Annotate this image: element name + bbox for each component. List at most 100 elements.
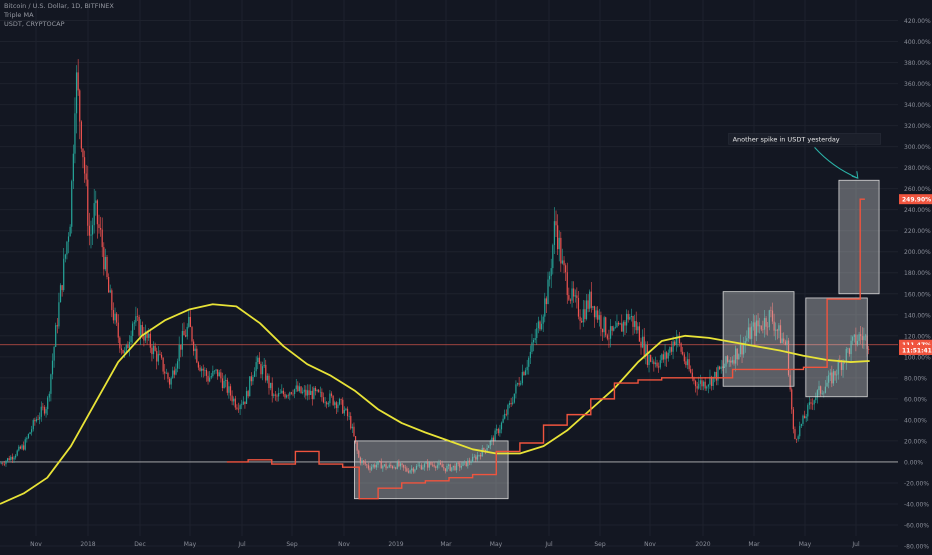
candle: [797, 436, 799, 440]
candle: [303, 389, 305, 392]
candle: [544, 298, 546, 317]
candle: [401, 463, 403, 465]
x-tick-label: Nov: [644, 541, 656, 548]
candle: [431, 464, 434, 466]
candle: [574, 295, 576, 297]
candle: [338, 399, 341, 405]
y-tick-label: 80.00%: [904, 375, 927, 382]
candle: [723, 366, 725, 368]
candle: [529, 351, 531, 358]
candle: [55, 325, 57, 347]
candle: [42, 406, 44, 408]
candle: [310, 390, 312, 395]
candle: [521, 372, 523, 384]
candle: [800, 423, 802, 426]
candle: [210, 376, 212, 378]
candle: [37, 419, 39, 420]
candle: [415, 465, 418, 470]
candle: [10, 456, 12, 461]
y-tick-label: 0.00%: [904, 459, 923, 466]
candle: [770, 310, 772, 311]
candle: [297, 385, 299, 392]
candle: [717, 366, 719, 381]
candle: [82, 148, 84, 158]
candle: [436, 465, 438, 468]
candle: [459, 463, 461, 468]
candle: [308, 390, 310, 395]
candle: [403, 464, 405, 468]
candle: [425, 462, 427, 464]
candle: [593, 306, 596, 318]
candle: [614, 327, 616, 329]
candle: [826, 382, 828, 387]
candle: [239, 405, 241, 410]
candle: [577, 297, 580, 317]
compare-symbol-label[interactable]: USDT, CRYPTOCAP: [4, 20, 65, 28]
candle: [133, 322, 135, 324]
price-badge: [899, 344, 932, 355]
candle: [170, 378, 172, 385]
candle: [768, 310, 770, 328]
candle: [771, 310, 774, 322]
candle: [832, 371, 835, 384]
candle: [103, 247, 105, 270]
candle: [172, 370, 174, 379]
candle: [608, 338, 610, 340]
candle: [823, 392, 825, 394]
candle: [674, 341, 676, 346]
candle: [507, 404, 509, 415]
candle: [31, 429, 33, 433]
candle: [258, 357, 260, 365]
candle: [441, 464, 443, 468]
candle: [282, 390, 285, 395]
candle: [23, 445, 25, 450]
x-tick-label: Jul: [544, 541, 553, 548]
x-tick-label: 2020: [695, 541, 710, 548]
candle: [273, 394, 275, 396]
candle: [334, 402, 336, 405]
candle: [255, 362, 257, 372]
candle: [148, 333, 150, 338]
candle: [635, 321, 637, 331]
candle: [512, 402, 514, 404]
candle: [313, 387, 315, 400]
candle: [281, 390, 283, 394]
candle: [868, 348, 870, 350]
y-tick-label: 160.00%: [904, 291, 931, 298]
candle: [563, 260, 565, 266]
candle: [757, 320, 759, 327]
candle: [553, 221, 556, 246]
y-tick-label: 420.00%: [904, 18, 931, 25]
candle: [850, 340, 852, 355]
candle: [640, 341, 642, 348]
candle: [104, 257, 107, 270]
candle: [2, 463, 4, 465]
symbol-title[interactable]: Bitcoin / U.S. Dollar, 1D, BITFINEX: [4, 2, 114, 10]
candle: [481, 448, 483, 457]
candle: [664, 352, 666, 360]
candle: [404, 467, 406, 469]
candle: [314, 387, 317, 392]
candle: [452, 465, 454, 468]
candle: [598, 315, 600, 320]
candle: [675, 338, 677, 346]
candle: [27, 434, 30, 439]
candle: [112, 310, 115, 321]
candle: [13, 457, 15, 460]
candle: [776, 329, 778, 331]
price-badge-label: 249.90%: [902, 197, 931, 204]
candle: [157, 353, 159, 362]
candle: [858, 334, 860, 341]
candle: [659, 360, 661, 368]
candle: [435, 466, 437, 468]
indicator-label[interactable]: Triple MA: [4, 11, 34, 19]
candle: [93, 203, 95, 226]
candle: [56, 325, 58, 327]
candle: [739, 343, 742, 355]
candle: [236, 407, 238, 409]
candle: [189, 316, 192, 328]
candle: [600, 315, 602, 330]
